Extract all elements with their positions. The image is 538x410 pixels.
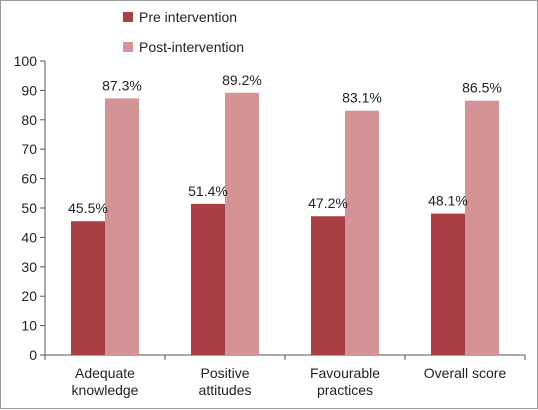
data-label: 47.2%	[308, 195, 348, 211]
bar-pre	[71, 221, 105, 355]
x-tick-label: knowledge	[72, 382, 139, 398]
legend-label: Pre intervention	[139, 9, 237, 25]
legend-swatch	[123, 42, 133, 52]
chart-axes: 0 10 20 30 40 50 60 70 80 90 100	[14, 53, 526, 363]
y-tick-label: 20	[21, 288, 37, 304]
x-tick-label: Favourable	[310, 365, 380, 381]
y-tick-label: 80	[21, 112, 37, 128]
data-label: 89.2%	[222, 72, 262, 88]
legend-label: Post-intervention	[139, 39, 244, 55]
y-tick-label: 10	[21, 318, 37, 334]
data-label: 87.3%	[102, 77, 142, 93]
data-label: 48.1%	[428, 193, 468, 209]
legend: Pre intervention Post-intervention	[123, 9, 244, 55]
y-tick-label: 30	[21, 259, 37, 275]
y-tick-label: 90	[21, 82, 37, 98]
bar-post	[345, 110, 379, 355]
x-tick-label: Overall score	[424, 365, 507, 381]
bar-pre	[311, 216, 345, 355]
data-label: 86.5%	[462, 80, 502, 96]
bar-post	[105, 98, 139, 355]
data-label: 83.1%	[342, 90, 382, 106]
legend-swatch	[123, 12, 133, 22]
y-tick-label: 40	[21, 229, 37, 245]
y-tick-label: 50	[21, 200, 37, 216]
y-tick-label: 70	[21, 141, 37, 157]
bar-pre	[191, 203, 225, 355]
bar-post	[225, 92, 259, 355]
x-tick-label: practices	[317, 382, 373, 398]
x-tick-label: Adequate	[75, 365, 135, 381]
bar-post	[465, 100, 499, 355]
y-tick-label: 0	[29, 347, 37, 363]
bar-pre	[431, 213, 465, 355]
y-tick-label: 100	[14, 53, 38, 69]
x-tick-label: attitudes	[199, 382, 252, 398]
chart-bars	[71, 92, 499, 355]
data-label: 45.5%	[68, 200, 108, 216]
x-tick-label: Positive	[200, 365, 249, 381]
y-tick-label: 60	[21, 171, 37, 187]
data-label: 51.4%	[188, 183, 228, 199]
